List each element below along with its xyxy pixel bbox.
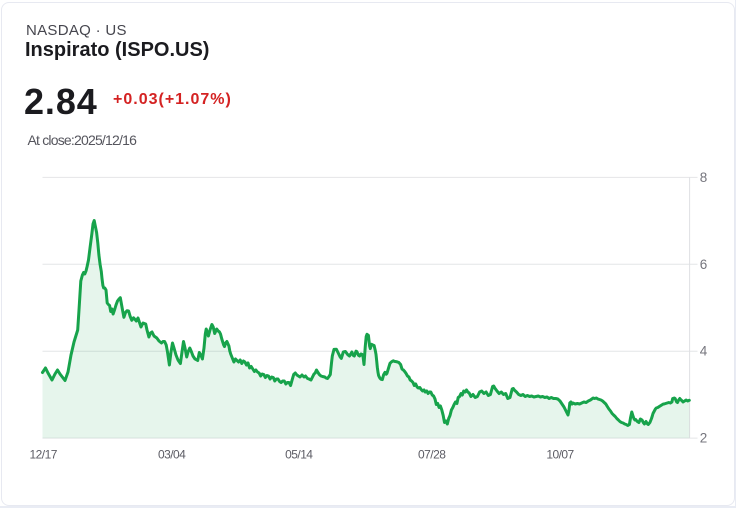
- svg-text:4: 4: [700, 344, 708, 359]
- svg-text:12/17: 12/17: [30, 447, 58, 461]
- svg-text:10/07: 10/07: [546, 447, 574, 461]
- svg-text:6: 6: [700, 257, 708, 272]
- svg-text:07/28: 07/28: [418, 447, 446, 461]
- svg-text:05/14: 05/14: [285, 447, 313, 461]
- svg-text:2: 2: [700, 431, 708, 446]
- svg-text:03/04: 03/04: [158, 447, 186, 461]
- svg-text:8: 8: [700, 170, 708, 185]
